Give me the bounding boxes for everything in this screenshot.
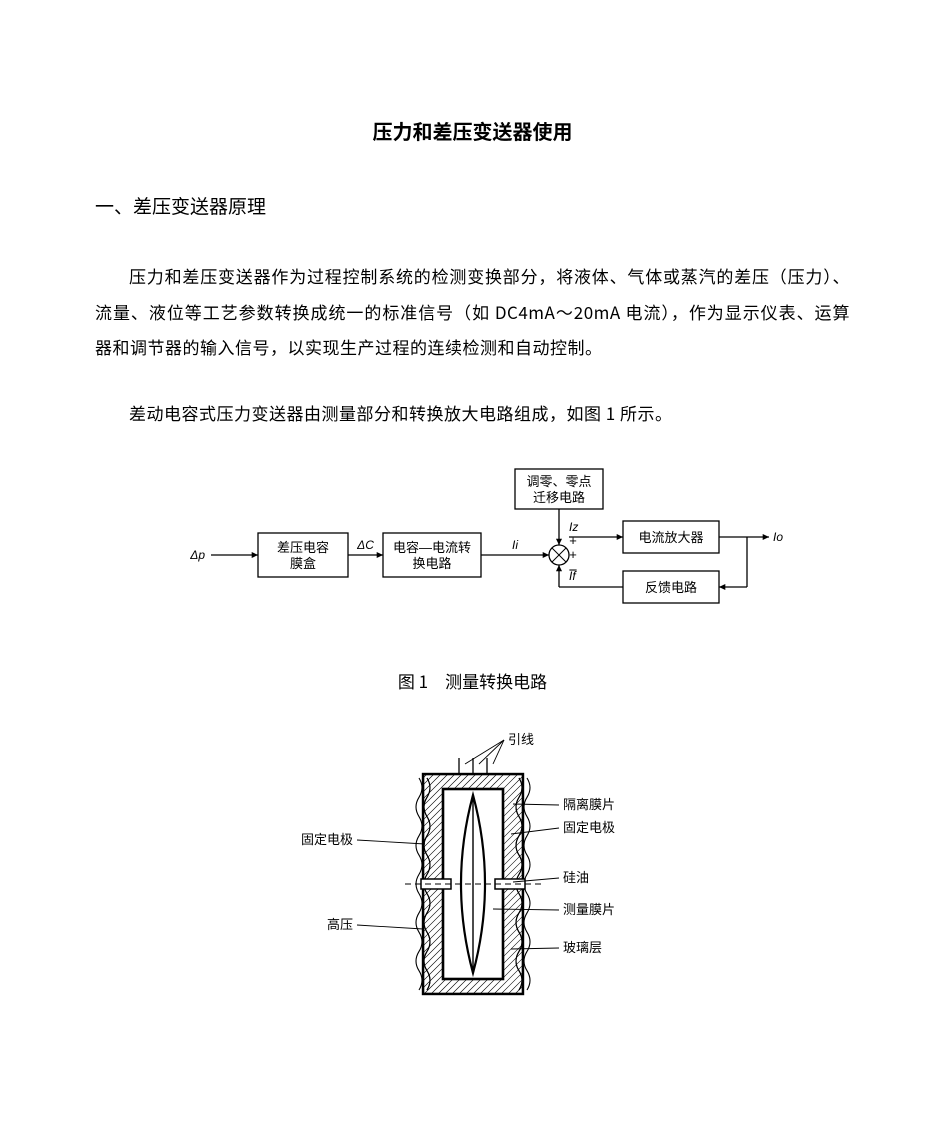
svg-text:引线: 引线	[508, 732, 534, 747]
svg-text:电容—电流转: 电容—电流转	[392, 540, 470, 555]
svg-text:电流放大器: 电流放大器	[638, 530, 703, 545]
figure-1-caption: 图 1 测量转换电路	[95, 663, 850, 699]
paragraph-2: 差动电容式压力变送器由测量部分和转换放大电路组成，如图 1 所示。	[95, 395, 850, 431]
svg-text:+: +	[569, 533, 577, 548]
paragraph-1: 压力和差压变送器作为过程控制系统的检测变换部分，将液体、气体或蒸汽的差压（压力）…	[95, 258, 850, 365]
svg-text:Iz: Iz	[569, 520, 578, 534]
svg-text:调零、零点: 调零、零点	[526, 474, 591, 489]
svg-text:固定电极: 固定电极	[563, 820, 615, 835]
svg-text:固定电极: 固定电极	[300, 832, 352, 847]
svg-text:差压电容: 差压电容	[276, 540, 328, 555]
svg-text:隔离膜片: 隔离膜片	[563, 797, 615, 812]
figure-2-cross-section: 引线隔离膜片固定电极硅油测量膜片玻璃层 固定电极高压	[293, 724, 653, 1014]
svg-text:测量膜片: 测量膜片	[563, 902, 615, 917]
svg-text:−: −	[568, 562, 577, 579]
svg-text:玻璃层: 玻璃层	[563, 940, 602, 955]
document-page: 压力和差压变送器使用 一、差压变送器原理 压力和差压变送器作为过程控制系统的检测…	[0, 0, 945, 1074]
svg-text:膜盒: 膜盒	[289, 556, 315, 571]
section-heading-1: 一、差压变送器原理	[95, 186, 850, 226]
svg-text:Ii: Ii	[512, 538, 518, 552]
svg-text:高压: 高压	[326, 917, 352, 932]
svg-text:反馈电路: 反馈电路	[644, 580, 696, 595]
svg-text:ΔC: ΔC	[356, 538, 374, 552]
svg-text:硅油: 硅油	[563, 870, 589, 885]
svg-text:换电路: 换电路	[412, 556, 451, 571]
svg-text:Io: Io	[773, 530, 783, 544]
svg-text:Δp: Δp	[189, 548, 205, 562]
svg-text:迁移电路: 迁移电路	[532, 490, 584, 505]
svg-text:+: +	[569, 547, 577, 562]
figure-1-block-diagram: 差压电容膜盒 电容—电流转换电路 调零、零点迁移电路电流放大器反馈电路 Δp ΔC Ii I…	[163, 461, 783, 641]
page-title: 压力和差压变送器使用	[95, 110, 850, 152]
